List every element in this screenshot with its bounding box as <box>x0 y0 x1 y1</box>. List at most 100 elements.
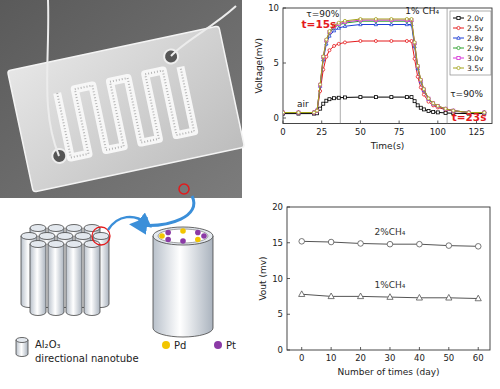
y-tick-label: 0 <box>278 345 283 355</box>
data-point <box>422 88 425 91</box>
legend: 2.0v2.5v2.8v2.9v3.0v3.5v <box>450 11 491 75</box>
catalyst-particle <box>159 233 165 239</box>
legend-marker <box>457 56 460 59</box>
tube-top <box>48 225 64 232</box>
data-point <box>283 111 285 114</box>
data-point <box>432 102 435 105</box>
legend-label: 2.0v <box>467 14 484 23</box>
tube-body <box>84 244 100 316</box>
x-tick <box>321 121 322 124</box>
catalyst-particle <box>165 230 171 236</box>
data-point <box>416 75 419 78</box>
data-point <box>387 241 393 247</box>
legend-marker <box>457 16 460 19</box>
legend-text: Al₂O₃ <box>35 339 61 350</box>
x-tick <box>478 347 479 350</box>
legend-dot <box>214 341 222 349</box>
plot-data <box>299 239 482 301</box>
data-point <box>475 244 481 250</box>
data-point <box>416 65 419 68</box>
data-point <box>325 38 328 41</box>
lead-wire <box>171 6 236 56</box>
tube-top <box>66 225 82 232</box>
tube-body <box>48 244 64 316</box>
data-point <box>390 96 393 99</box>
data-point <box>413 100 416 103</box>
data-point <box>436 105 439 108</box>
data-point <box>328 293 334 299</box>
data-point <box>358 241 364 247</box>
tube-top <box>57 233 73 240</box>
zoom-arrow <box>108 217 146 230</box>
data-point <box>390 23 393 26</box>
data-point <box>390 18 393 21</box>
data-point <box>316 109 319 112</box>
data-point <box>432 102 435 105</box>
data-point <box>446 243 452 249</box>
catalyst-particle <box>195 230 201 236</box>
y-tick <box>283 63 286 64</box>
chart: 02550751001250510Time(s)Voltage(mV)τ=90%… <box>254 3 492 151</box>
sensor-chip <box>7 26 244 192</box>
data-point <box>283 111 285 114</box>
data-point <box>297 111 300 114</box>
y-tick-label: 10 <box>272 274 283 284</box>
data-point <box>475 295 481 301</box>
legend-dot <box>162 341 170 349</box>
x-tick <box>301 347 302 350</box>
data-point <box>322 56 325 59</box>
y-tick-label: 5 <box>278 309 283 319</box>
nanotube <box>153 227 213 337</box>
data-point <box>419 106 422 109</box>
x-axis-title: Number of times (day) <box>337 367 439 377</box>
legend-label: 3.5v <box>467 64 484 73</box>
x-tick-label: 20 <box>355 353 366 363</box>
legend-marker <box>457 46 460 49</box>
nanotube <box>16 338 28 357</box>
data-point <box>416 294 422 300</box>
data-point <box>283 111 285 114</box>
data-point <box>405 18 408 21</box>
data-point <box>436 105 439 108</box>
data-point <box>410 40 413 43</box>
heater-electrode <box>57 67 194 158</box>
x-tick-label: 50 <box>443 353 454 363</box>
catalyst-particle <box>165 237 171 243</box>
y-axis-title: Voltage(mV) <box>254 38 264 94</box>
y-tick <box>287 314 290 315</box>
data-point <box>316 109 319 112</box>
x-tick-label: 10 <box>326 353 337 363</box>
x-axis-title: Time(s) <box>370 141 405 151</box>
data-point <box>357 293 363 299</box>
x-tick <box>360 347 361 350</box>
data-point <box>444 107 447 110</box>
nanotube <box>48 241 64 316</box>
x-tick <box>389 347 390 350</box>
data-point <box>343 19 346 22</box>
data-point <box>374 96 377 99</box>
legend-text: Pt <box>226 340 236 351</box>
data-point <box>297 111 300 114</box>
catalyst-particle <box>180 238 186 244</box>
tube-body <box>153 236 213 337</box>
data-point <box>312 111 315 114</box>
data-point <box>427 97 430 100</box>
tube-top <box>93 233 109 240</box>
data-point <box>405 23 408 26</box>
data-point <box>410 96 413 99</box>
data-point <box>316 110 319 113</box>
data-point <box>283 111 285 114</box>
tube-top <box>30 241 46 248</box>
y-tick <box>283 118 286 119</box>
x-tick-label: 0 <box>299 353 304 363</box>
data-point <box>405 40 408 43</box>
series-line <box>283 25 484 113</box>
data-point <box>422 108 425 111</box>
nanotube <box>84 241 100 316</box>
x-tick <box>448 347 449 350</box>
data-point <box>337 96 340 99</box>
data-point <box>297 111 300 114</box>
data-point <box>343 96 346 99</box>
tube-top <box>75 233 91 240</box>
y-tick-label: 0 <box>274 113 279 123</box>
